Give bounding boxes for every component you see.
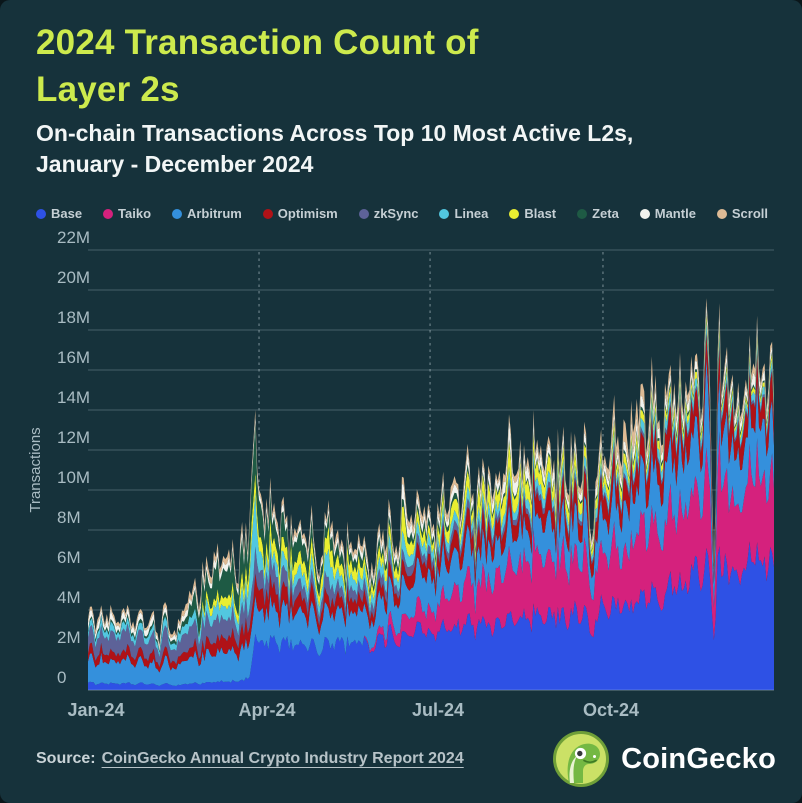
svg-text:Apr-24: Apr-24 (239, 700, 296, 720)
svg-text:22M: 22M (57, 228, 90, 247)
legend-dot-zeta (577, 208, 588, 219)
legend-label: Scroll (731, 206, 768, 221)
legend-label: Taiko (118, 206, 152, 221)
legend-item-zeta: Zeta (577, 206, 619, 221)
svg-text:14M: 14M (57, 388, 90, 407)
svg-text:Oct-24: Oct-24 (583, 700, 639, 720)
legend-dot-blast (509, 208, 520, 219)
svg-text:6M: 6M (57, 548, 81, 567)
area-optimism (88, 333, 774, 673)
legend-label: Base (51, 206, 83, 221)
legend-label: zkSync (373, 206, 419, 221)
area-scroll (88, 298, 774, 647)
legend-label: Zeta (592, 206, 619, 221)
area-base (88, 541, 774, 690)
coingecko-logo-icon (553, 731, 610, 787)
chart-legend: Base Taiko Arbitrum Optimism zkSync Linea Blas… (36, 206, 768, 221)
svg-text:12M: 12M (57, 428, 90, 447)
page-subtitle-line1: On-chain Transactions Across Top 10 Most… (36, 120, 634, 146)
legend-item-taiko: Taiko (103, 206, 151, 221)
source-link[interactable]: CoinGecko Annual Crypto Industry Report … (101, 750, 464, 767)
area-linea (88, 320, 774, 658)
legend-dot-arbitrum (171, 208, 182, 219)
area-blast (88, 314, 774, 653)
legend-item-base: Base (36, 206, 82, 221)
svg-text:2M: 2M (57, 628, 81, 647)
svg-text:Jul-24: Jul-24 (412, 700, 464, 720)
legend-label: Optimism (277, 206, 338, 221)
legend-label: Linea (454, 206, 489, 221)
legend-label: Blast (524, 206, 557, 221)
page-subtitle: On-chain Transactions Across Top 10 Most… (36, 118, 776, 179)
legend-item-blast: Blast (509, 206, 556, 221)
svg-text:Transactions: Transactions (27, 427, 44, 512)
svg-text:16M: 16M (57, 348, 90, 367)
svg-text:8M: 8M (57, 508, 81, 527)
brand-name: CoinGecko (621, 742, 776, 775)
area-mantle (88, 304, 774, 652)
legend-dot-optimism (262, 208, 273, 219)
legend-item-scroll: Scroll (716, 206, 768, 221)
legend-dot-taiko (103, 208, 114, 219)
footer: Source: CoinGecko Annual Crypto Industry … (36, 722, 776, 796)
svg-text:10M: 10M (57, 468, 90, 487)
legend-dot-zksync (358, 208, 369, 219)
area-zksync (88, 330, 774, 668)
source-label: Source: (36, 750, 96, 767)
legend-item-linea: Linea (439, 206, 488, 221)
legend-item-mantle: Mantle (639, 206, 696, 221)
area-arbitrum (88, 357, 774, 686)
page-subtitle-line2: January - December 2024 (36, 150, 314, 177)
svg-text:18M: 18M (57, 308, 90, 327)
legend-dot-linea (439, 208, 450, 219)
page-title-line2: Layer 2s (36, 69, 180, 109)
legend-item-arbitrum: Arbitrum (171, 206, 242, 221)
legend-item-optimism: Optimism (262, 206, 338, 221)
area-taiko (88, 431, 774, 686)
legend-dot-mantle (639, 208, 650, 219)
coingecko-brand: CoinGecko (553, 731, 776, 787)
svg-text:0: 0 (57, 668, 66, 687)
legend-item-zksync: zkSync (358, 206, 419, 221)
area-zeta (88, 312, 774, 653)
legend-dot-base (36, 208, 46, 219)
legend-label: Mantle (654, 206, 696, 221)
source-note: Source: CoinGecko Annual Crypto Industry … (36, 750, 464, 768)
svg-text:4M: 4M (57, 588, 81, 607)
svg-text:Jan-24: Jan-24 (67, 700, 124, 720)
legend-dot-scroll (716, 208, 727, 219)
page-title: 2024 Transaction Count of Layer 2s (36, 20, 676, 113)
page-title-line1: 2024 Transaction Count of (36, 23, 479, 62)
legend-label: Arbitrum (186, 206, 242, 221)
svg-text:20M: 20M (57, 268, 90, 287)
